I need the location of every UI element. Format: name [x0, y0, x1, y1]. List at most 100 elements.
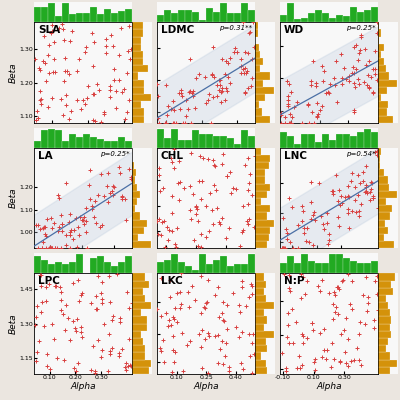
Point — [368, 73, 375, 80]
Bar — [255, 87, 274, 94]
Point — [316, 330, 323, 337]
Point — [214, 205, 220, 212]
Point — [225, 73, 231, 80]
Point — [58, 96, 64, 102]
Point — [56, 25, 63, 31]
Bar — [97, 256, 104, 273]
Point — [192, 296, 199, 303]
Point — [57, 212, 64, 218]
Point — [334, 98, 340, 105]
Point — [329, 188, 335, 194]
Point — [46, 281, 52, 287]
Point — [104, 182, 111, 189]
Point — [188, 150, 194, 156]
Point — [313, 80, 320, 86]
Bar — [55, 130, 62, 148]
Bar — [378, 241, 394, 248]
Point — [219, 88, 226, 94]
Point — [288, 120, 294, 126]
Point — [282, 114, 289, 120]
Bar — [178, 10, 185, 22]
Point — [93, 292, 100, 299]
Point — [370, 316, 377, 323]
Point — [34, 108, 40, 114]
Point — [306, 239, 312, 245]
Point — [357, 318, 364, 325]
Point — [285, 101, 291, 108]
Point — [230, 185, 236, 191]
Point — [118, 25, 124, 32]
Point — [365, 294, 371, 300]
Point — [238, 228, 245, 235]
Point — [110, 43, 116, 49]
Point — [335, 187, 342, 194]
Point — [66, 70, 72, 77]
Point — [33, 116, 39, 123]
Point — [202, 73, 209, 80]
Point — [47, 366, 53, 372]
Point — [233, 324, 240, 330]
Bar — [132, 51, 143, 58]
Point — [345, 336, 351, 342]
Point — [92, 305, 99, 312]
Text: LKC: LKC — [161, 276, 182, 286]
Point — [300, 332, 306, 339]
Point — [251, 44, 258, 50]
Point — [345, 206, 352, 212]
Point — [67, 245, 73, 252]
Point — [178, 90, 184, 96]
Point — [102, 36, 109, 42]
Point — [222, 71, 228, 77]
Point — [358, 32, 364, 38]
Point — [240, 227, 246, 234]
Point — [286, 195, 292, 201]
Point — [120, 86, 127, 92]
Point — [99, 300, 106, 306]
Bar — [350, 7, 357, 22]
Point — [205, 370, 211, 377]
Point — [77, 106, 84, 112]
Point — [211, 332, 218, 339]
Bar — [308, 260, 315, 273]
Point — [192, 75, 199, 82]
Point — [98, 354, 104, 360]
Bar — [132, 65, 148, 72]
Bar — [132, 72, 138, 80]
Point — [192, 105, 198, 112]
Point — [203, 100, 210, 106]
Bar — [132, 212, 140, 220]
Point — [233, 186, 239, 192]
Point — [200, 155, 207, 161]
Point — [80, 214, 87, 220]
Point — [155, 92, 162, 99]
Bar — [132, 302, 151, 309]
Point — [87, 167, 94, 173]
Point — [176, 90, 182, 96]
Point — [43, 78, 49, 84]
Bar — [287, 256, 294, 273]
Bar — [371, 132, 378, 148]
Point — [245, 155, 251, 161]
Bar — [199, 134, 206, 148]
Point — [352, 197, 359, 203]
Point — [278, 112, 284, 118]
Point — [235, 334, 242, 340]
Point — [232, 45, 238, 51]
Bar — [132, 162, 134, 169]
Point — [348, 358, 354, 364]
Bar — [364, 10, 371, 22]
Point — [198, 244, 204, 250]
Bar — [132, 87, 144, 94]
Point — [196, 178, 202, 184]
Point — [67, 38, 73, 45]
Bar — [378, 331, 392, 338]
Bar — [378, 338, 388, 345]
Point — [244, 221, 251, 227]
Point — [310, 212, 316, 219]
Point — [247, 352, 253, 359]
Point — [35, 245, 41, 252]
Bar — [255, 148, 261, 155]
Point — [332, 172, 339, 178]
Point — [170, 106, 177, 113]
Point — [49, 321, 56, 327]
